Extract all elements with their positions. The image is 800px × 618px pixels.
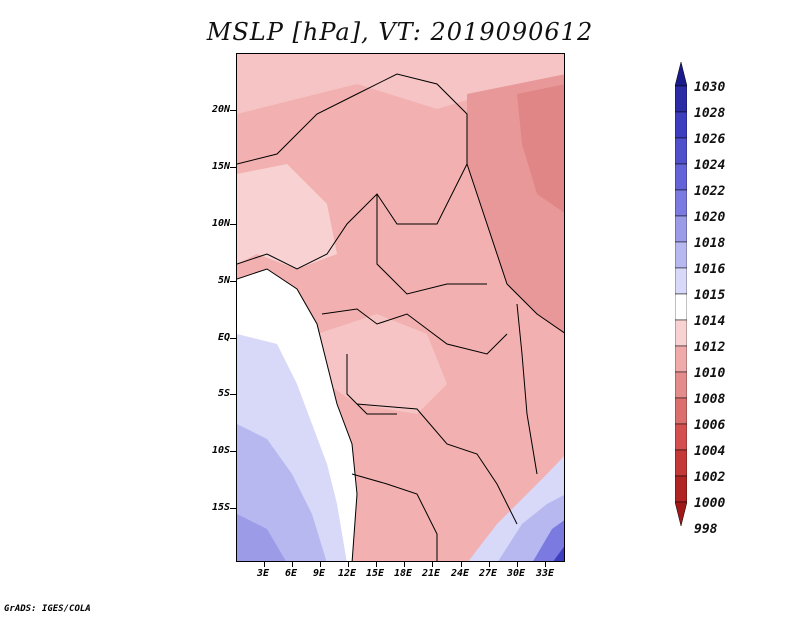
central-light-field xyxy=(317,314,447,414)
x-tick-label: 12E xyxy=(338,568,357,579)
colorbar xyxy=(674,61,688,562)
y-tick xyxy=(230,167,236,168)
x-tick xyxy=(432,562,433,567)
x-tick-label: 15E xyxy=(366,568,385,579)
colorbar-label: 1006 xyxy=(694,418,726,433)
x-tick-label: 3E xyxy=(257,568,270,579)
x-tick xyxy=(404,562,405,567)
pressure-map xyxy=(236,53,565,562)
colorbar-bottom-arrow xyxy=(674,501,688,527)
credit-text: GrADS: IGES/COLA xyxy=(4,604,91,614)
colorbar-top-arrow xyxy=(674,61,688,87)
y-tick xyxy=(230,110,236,111)
x-tick xyxy=(376,562,377,567)
y-tick xyxy=(230,224,236,225)
colorbar-label: 1022 xyxy=(694,184,726,199)
x-tick-label: 18E xyxy=(394,568,413,579)
colorbar-segment xyxy=(674,423,688,451)
x-tick-label: 21E xyxy=(422,568,441,579)
x-tick-label: 6E xyxy=(285,568,298,579)
north-field xyxy=(237,54,564,114)
colorbar-segment xyxy=(674,449,688,477)
x-tick-label: 9E xyxy=(313,568,326,579)
x-tick xyxy=(489,562,490,567)
colorbar-segment xyxy=(674,267,688,295)
colorbar-segment xyxy=(674,163,688,191)
southeast-high-core xyxy=(533,520,564,561)
x-tick xyxy=(264,562,265,567)
y-tick-label: 5N xyxy=(217,275,230,286)
map-svg xyxy=(237,54,564,561)
x-tick xyxy=(348,562,349,567)
x-tick xyxy=(461,562,462,567)
y-tick xyxy=(230,281,236,282)
colorbar-segment xyxy=(674,345,688,373)
colorbar-segment xyxy=(674,85,688,113)
colorbar-segment xyxy=(674,111,688,139)
colorbar-segment xyxy=(674,475,688,503)
colorbar-segment xyxy=(674,189,688,217)
y-tick xyxy=(230,451,236,452)
x-tick xyxy=(320,562,321,567)
x-tick-label: 27E xyxy=(479,568,498,579)
colorbar-label: 1018 xyxy=(694,236,726,251)
y-tick xyxy=(230,394,236,395)
colorbar-segment xyxy=(674,397,688,425)
chart-title: MSLP [hPa], VT: 2019090612 xyxy=(206,18,594,46)
colorbar-label: 1024 xyxy=(694,158,726,173)
colorbar-label: 1002 xyxy=(694,470,726,485)
colorbar-segment xyxy=(674,241,688,269)
border-lines xyxy=(237,73,564,561)
west-light-field xyxy=(237,164,337,269)
colorbar-segment xyxy=(674,215,688,243)
y-tick-label: 15S xyxy=(211,502,230,513)
colorbar-label: 1000 xyxy=(694,496,726,511)
colorbar-label: 1020 xyxy=(694,210,726,225)
colorbar-label: 1026 xyxy=(694,132,726,147)
colorbar-label: 1004 xyxy=(694,444,726,459)
x-tick xyxy=(517,562,518,567)
south-high-core xyxy=(237,514,286,561)
colorbar-segment xyxy=(674,371,688,399)
y-tick-label: 20N xyxy=(211,104,230,115)
east-low-core xyxy=(517,84,564,213)
y-tick xyxy=(230,338,236,339)
y-tick-label: 15N xyxy=(211,161,230,172)
colorbar-segment xyxy=(674,319,688,347)
x-tick xyxy=(545,562,546,567)
x-tick-label: 33E xyxy=(536,568,555,579)
colorbar-label: 1016 xyxy=(694,262,726,277)
x-tick-label: 30E xyxy=(507,568,526,579)
colorbar-label: 1028 xyxy=(694,106,726,121)
y-tick-label: 10S xyxy=(211,445,230,456)
colorbar-svg xyxy=(674,61,688,527)
x-tick xyxy=(292,562,293,567)
colorbar-label: 1015 xyxy=(694,288,726,303)
colorbar-label: 998 xyxy=(694,522,718,537)
colorbar-segment xyxy=(674,137,688,165)
y-tick-label: 5S xyxy=(217,388,230,399)
colorbar-label: 1030 xyxy=(694,80,726,95)
x-tick-label: 24E xyxy=(451,568,470,579)
colorbar-segment xyxy=(674,293,688,321)
colorbar-label: 1014 xyxy=(694,314,726,329)
colorbar-label: 1010 xyxy=(694,366,726,381)
y-tick-label: EQ xyxy=(217,332,230,343)
y-tick-label: 10N xyxy=(211,218,230,229)
colorbar-label: 1008 xyxy=(694,392,726,407)
y-tick xyxy=(230,508,236,509)
colorbar-label: 1012 xyxy=(694,340,726,355)
